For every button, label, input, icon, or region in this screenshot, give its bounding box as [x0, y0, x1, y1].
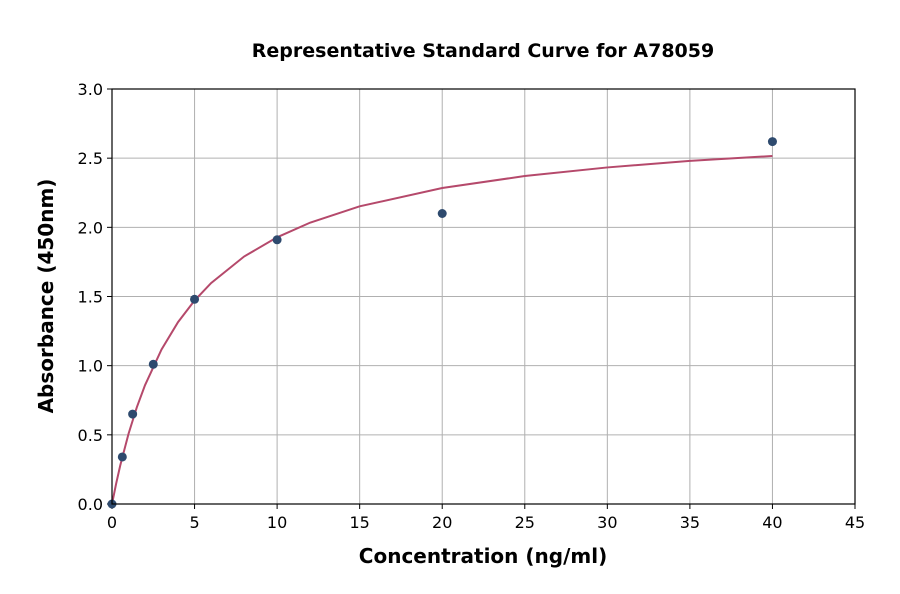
y-tick-label: 3.0	[78, 80, 103, 99]
x-tick-label: 30	[597, 513, 617, 532]
x-tick-label: 20	[432, 513, 452, 532]
x-tick-label: 40	[762, 513, 782, 532]
grid	[111, 88, 856, 505]
x-tick-label: 15	[349, 513, 369, 532]
x-tick-label: 35	[680, 513, 700, 532]
x-axis-label: Concentration (ng/ml)	[359, 544, 607, 568]
fit-curve	[111, 154, 773, 505]
data-point	[128, 409, 138, 419]
y-axis-label: Absorbance (450nm)	[34, 179, 58, 414]
y-axis-ticks: 0.0 0.5 1.0 1.5 2.0 2.5 3.0	[78, 80, 112, 514]
y-tick-label: 0.5	[78, 426, 103, 445]
x-tick-label: 25	[515, 513, 535, 532]
data-point	[437, 209, 447, 218]
data-point	[117, 452, 127, 462]
data-point	[190, 294, 200, 304]
x-tick-label: 5	[189, 513, 199, 532]
y-tick-label: 0.0	[78, 495, 103, 514]
data-point	[148, 359, 158, 369]
x-axis-ticks: 0 5 10 15 20 25 30 35 40 45	[107, 504, 865, 532]
y-tick-label: 1.5	[78, 288, 103, 307]
y-tick-label: 2.5	[78, 149, 103, 168]
y-tick-label: 2.0	[78, 218, 103, 237]
data-point	[272, 235, 282, 245]
x-tick-label: 0	[107, 513, 117, 532]
x-tick-label: 10	[267, 513, 287, 532]
x-tick-label: 45	[845, 513, 865, 532]
data-points	[107, 137, 777, 509]
data-point	[767, 137, 777, 147]
y-tick-label: 1.0	[78, 357, 103, 376]
plot-frame	[111, 88, 856, 505]
chart-title: Representative Standard Curve for A78059	[252, 40, 714, 62]
